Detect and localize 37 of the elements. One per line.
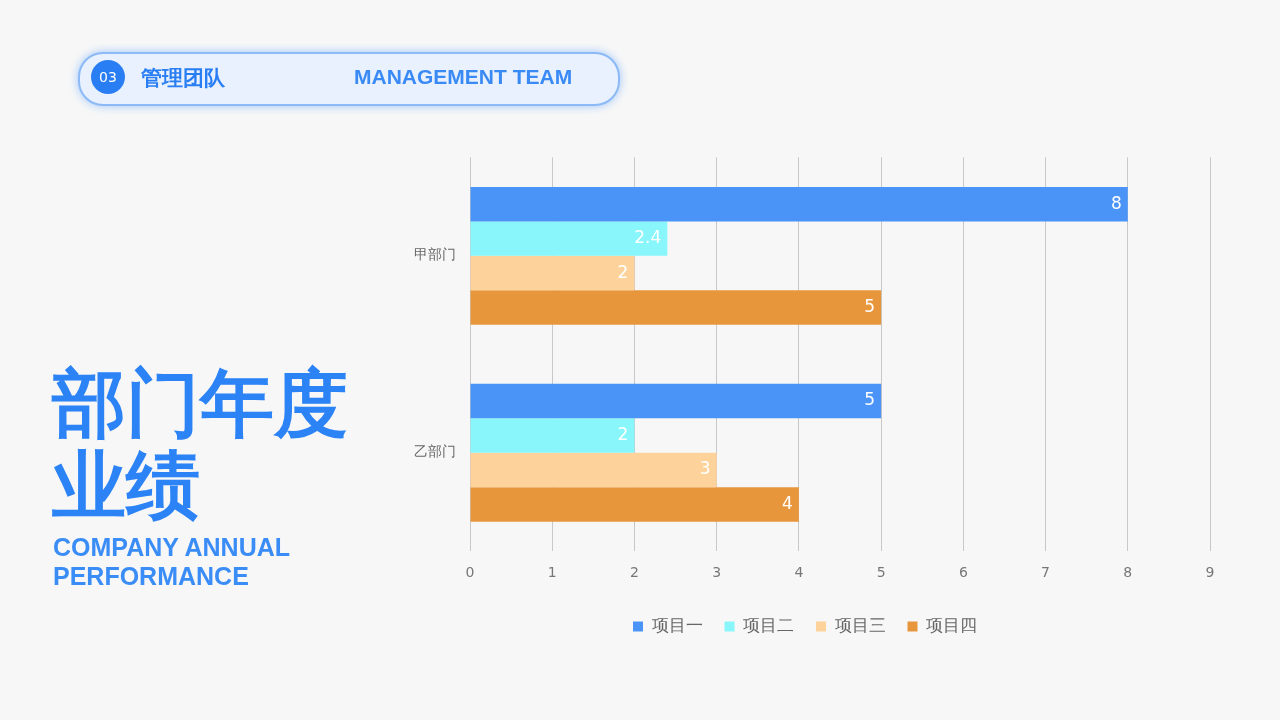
- x-tick-label: 7: [1041, 564, 1051, 581]
- bar: [470, 290, 882, 325]
- bar: [470, 186, 1128, 222]
- legend-label: 项目一: [651, 614, 703, 635]
- text: 03: [91, 60, 125, 94]
- bar: [470, 418, 635, 453]
- x-tick-label: 0: [465, 564, 475, 581]
- data-label: 2.4: [634, 227, 662, 248]
- y-tick-label: 乙部门: [414, 443, 456, 460]
- x-tick-label: 5: [876, 564, 886, 581]
- data-label: 8: [1110, 192, 1122, 213]
- legend-label: 项目二: [743, 614, 794, 635]
- bar: [470, 383, 882, 419]
- text: MANAGEMENT TEAM: [354, 65, 573, 89]
- text: 部门年度业绩: [52, 360, 349, 528]
- data-label: 4: [782, 492, 793, 513]
- x-tick-label: 8: [1123, 564, 1133, 581]
- legend-label: 项目三: [834, 614, 886, 635]
- data-label: 5: [864, 389, 876, 410]
- x-tick-label: 2: [629, 564, 639, 581]
- bar: [470, 221, 668, 256]
- data-label: 2: [617, 423, 629, 444]
- data-label: 3: [699, 458, 711, 479]
- text: COMPANY ANNUAL PERFORMANCE: [53, 533, 291, 591]
- x-tick-label: 3: [712, 564, 722, 581]
- x-tick-label: 9: [1205, 564, 1215, 581]
- x-tick-label: 6: [958, 564, 968, 581]
- bar: [470, 487, 799, 522]
- data-label: 5: [864, 295, 876, 316]
- bar: [470, 255, 635, 291]
- x-tick-label: 4: [794, 564, 804, 581]
- x-tick-label: 1: [547, 564, 557, 581]
- text: 管理团队: [141, 65, 225, 92]
- bar: [470, 452, 717, 488]
- y-tick-label: 甲部门: [414, 246, 456, 263]
- legend-label: 项目四: [926, 614, 977, 635]
- data-label: 2: [617, 261, 629, 282]
